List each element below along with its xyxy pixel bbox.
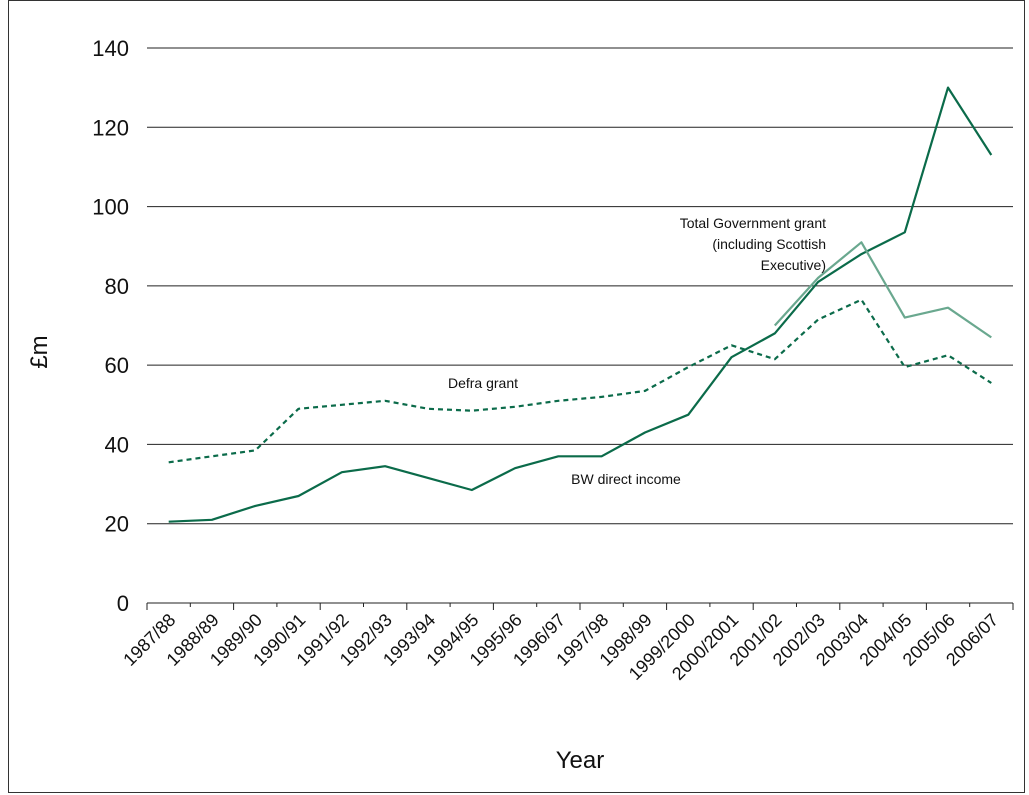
y-tick-label: 20: [105, 512, 129, 537]
y-tick-label: 0: [117, 591, 129, 616]
x-tick-labels: 1987/881988/891989/901990/911991/921992/…: [119, 610, 1002, 684]
x-axis: [146, 602, 1014, 610]
series-line-0: [168, 86, 993, 523]
y-tick-labels: 0 20 40 60 80 100 120 140: [92, 36, 129, 616]
y-tick-label: 60: [105, 353, 129, 378]
annotation-label: Executive): [761, 257, 826, 273]
annotation-label: Defra grant: [448, 375, 518, 391]
gridlines: [147, 47, 1013, 525]
series-line-2: [773, 241, 992, 339]
y-tick-label: 100: [92, 195, 129, 220]
annotations: Defra grant BW direct income Total Governm…: [448, 215, 826, 487]
x-axis-title: Year: [556, 747, 605, 774]
y-axis-title: £m: [26, 335, 53, 368]
chart-frame: [8, 0, 1025, 793]
y-tick-label: 140: [92, 36, 129, 61]
series-lines: [168, 86, 993, 523]
y-tick-label: 40: [105, 432, 129, 457]
series-line-1: [168, 298, 992, 464]
annotation-label: (including Scottish: [712, 236, 826, 252]
annotation-label: Total Government grant: [680, 215, 826, 231]
annotation-label: BW direct income: [571, 471, 681, 487]
y-tick-label: 120: [92, 115, 129, 140]
y-tick-label: 80: [105, 274, 129, 299]
